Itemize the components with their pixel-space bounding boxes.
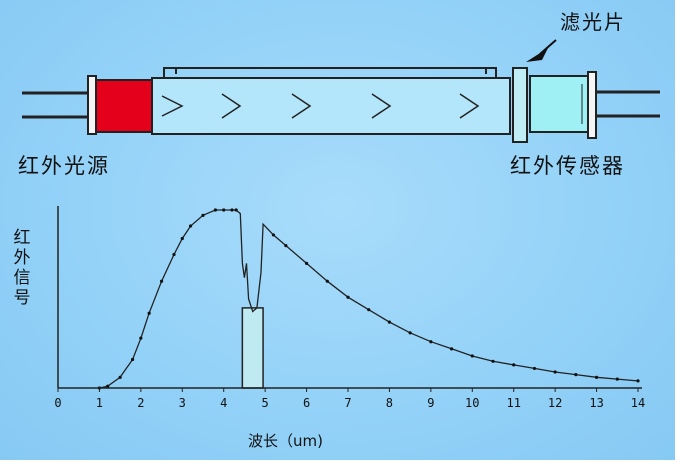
light-ray-chevron xyxy=(291,93,312,119)
light-ray-chevron xyxy=(161,95,184,117)
x-tick-label: 13 xyxy=(589,396,603,410)
infrared-sensor-block xyxy=(529,75,589,133)
spectrum-point xyxy=(325,279,329,283)
spectrum-point xyxy=(387,320,392,324)
spectrum-point xyxy=(449,347,454,351)
gas-sensor-apparatus xyxy=(22,39,660,143)
spectrum-point xyxy=(159,279,164,283)
infrared-sensor-label: 红外传感器 xyxy=(510,154,625,178)
x-tick-label: 11 xyxy=(506,396,520,410)
infrared-source-label: 红外光源 xyxy=(18,154,110,178)
spectrum-point xyxy=(574,373,578,377)
x-axis-ticks-group: 0 1 2 3 4 5 6 7 8 9 10 11 12 13 14 xyxy=(54,388,645,410)
spectrum-point xyxy=(615,377,619,381)
gas-port-bracket xyxy=(163,67,497,78)
spectrum-point xyxy=(304,261,309,265)
filter-label: 滤光片 xyxy=(560,10,626,34)
spectrum-point xyxy=(491,359,495,363)
spectrum-point xyxy=(408,331,412,335)
spectrum-point xyxy=(213,208,218,212)
spectrum-point xyxy=(234,208,238,212)
light-ray-chevron xyxy=(371,93,392,119)
x-tick-label: 12 xyxy=(548,396,562,410)
spectrum-point xyxy=(594,375,599,379)
filter-pointer-line xyxy=(539,39,557,55)
spectrum-point xyxy=(106,384,110,388)
x-tick-label: 7 xyxy=(344,396,351,410)
light-ray-chevron xyxy=(459,93,480,119)
x-tick-label: 0 xyxy=(54,396,61,410)
y-axis-label: 红外信号 xyxy=(13,228,31,308)
x-tick-label: 5 xyxy=(262,396,269,410)
spectrum-point xyxy=(470,354,474,358)
spectrum-point xyxy=(222,208,226,212)
spectrum-point xyxy=(532,366,537,371)
spectrum-point xyxy=(271,233,276,237)
x-axis-label: 波长（um) xyxy=(248,432,323,450)
spectrum-point xyxy=(636,379,640,383)
spectrum-point xyxy=(188,224,193,228)
x-tick-label: 1 xyxy=(96,396,103,410)
spectrum-point xyxy=(553,370,557,374)
filter-passband xyxy=(241,307,264,389)
x-tick-label: 10 xyxy=(465,396,479,410)
spectrum-point xyxy=(201,213,205,217)
sensor-end-cap xyxy=(587,71,597,139)
x-tick-label: 3 xyxy=(179,396,186,410)
light-ray-chevron xyxy=(221,93,242,119)
gas-chamber-tube xyxy=(151,77,511,135)
spectrum-point xyxy=(139,336,143,340)
spectrum-point xyxy=(367,308,371,312)
spectrum-points-group xyxy=(97,208,640,390)
x-tick-label: 2 xyxy=(137,396,144,410)
spectrum-point xyxy=(230,208,234,212)
optical-filter xyxy=(512,67,528,143)
spectrum-point xyxy=(429,340,433,344)
x-tick-label: 6 xyxy=(303,396,310,410)
x-tick-label: 14 xyxy=(631,396,645,410)
spectrum-point xyxy=(118,375,122,379)
filter-passband-group xyxy=(241,307,264,389)
x-tick-label: 9 xyxy=(427,396,434,410)
spectrum-point xyxy=(147,311,151,315)
spectrum-point xyxy=(284,244,288,248)
x-tick-label: 4 xyxy=(220,396,227,410)
spectrum-point xyxy=(180,236,184,241)
x-tick-label: 8 xyxy=(386,396,393,410)
spectrum-point xyxy=(512,363,516,367)
spectrum-point xyxy=(346,295,350,299)
spectrum-point xyxy=(130,357,135,362)
spectrum-curve xyxy=(99,209,639,389)
spectrum-point xyxy=(172,252,176,257)
